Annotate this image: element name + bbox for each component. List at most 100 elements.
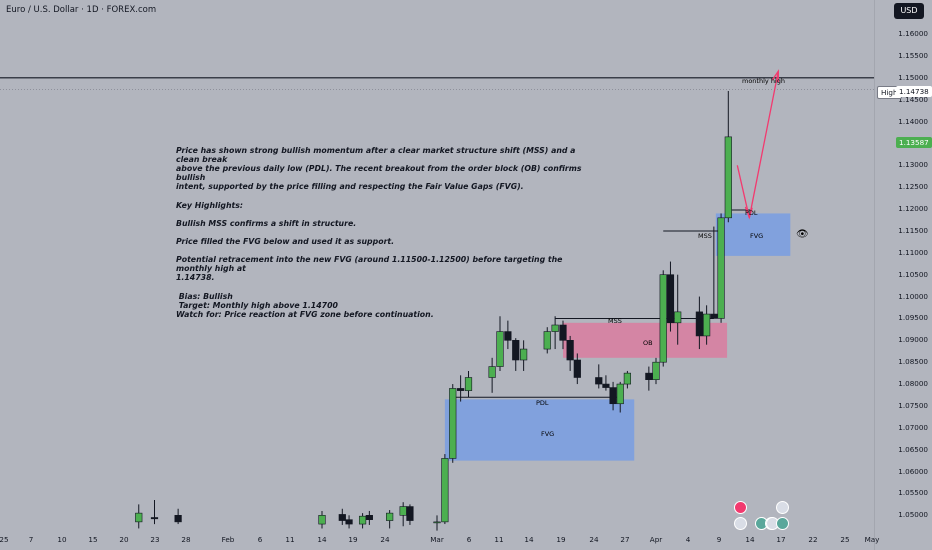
time-tick-label: 23 [150,535,160,544]
candle-body [496,331,504,367]
time-tick-label: 25 [0,535,9,544]
fvg-label-lower: FVG [541,430,555,438]
fvg-label-upper: FVG [750,232,764,240]
candle-body [512,340,520,361]
candle-body [488,366,496,378]
candle-body [703,313,711,337]
candle-body [666,274,675,324]
time-tick-label: 10 [57,535,67,544]
time-tick-label: 7 [28,535,34,544]
candle-body [399,506,407,516]
price-tick-label: 1.08000 [898,379,928,389]
time-tick-label: 20 [119,535,129,544]
price-tick-label: 1.15000 [898,72,928,82]
candle-body [520,348,528,361]
time-tick-label: 17 [776,535,786,544]
price-tick-label: 1.05500 [898,488,928,498]
projection-arrow [736,71,779,218]
price-tick-label: 1.15500 [898,50,928,60]
candle-body [645,372,653,380]
event-flag-icon[interactable] [776,501,789,514]
candle-body [504,331,512,341]
currency-button[interactable]: USD [894,3,924,19]
candle-body [623,372,631,385]
candle-body [559,324,567,341]
high-value-tag: 1.14738 [896,86,932,97]
price-tick-label: 1.14500 [898,94,928,104]
time-tick-label: 28 [181,535,191,544]
candle-body [358,515,367,525]
candle-body [174,515,182,523]
event-flash-icon[interactable] [734,501,747,514]
candle-body [433,521,441,524]
time-tick-label: Apr [649,535,663,544]
fvg-zone-lower [444,399,635,461]
time-tick-label: 24 [589,535,599,544]
candle-body [406,506,414,521]
price-tick-label: 1.12500 [898,182,928,192]
time-tick-label: May [864,535,880,544]
high-tag: High [877,86,902,99]
candle-body [659,274,667,363]
candle-body [318,515,326,525]
price-tick-label: 1.05000 [898,510,928,520]
time-tick-label: 22 [808,535,818,544]
candle-body [652,361,660,380]
price-tick-label: 1.10000 [898,291,928,301]
price-tick-label: 1.07500 [898,400,928,410]
time-tick-label: 11 [285,535,295,544]
candle-body [135,512,143,523]
time-tick-label: 9 [716,535,722,544]
price-tick-label: 1.09000 [898,335,928,345]
time-tick-label: Feb [221,535,235,544]
candle-body [150,517,159,520]
candle-body [441,458,449,523]
pdl-label-lower: PDL [536,399,549,407]
projection-arrowhead [771,69,779,83]
price-tick-label: 1.07000 [898,422,928,432]
time-tick-label: 15 [88,535,98,544]
event-marker-icon[interactable] [776,517,789,530]
symbol-title: Euro / U.S. Dollar · 1D · FOREX.com [6,5,157,15]
time-tick-label: 24 [380,535,390,544]
price-tick-label: 1.14000 [898,116,928,126]
time-tick-label: 27 [620,535,630,544]
eye-icon[interactable]: 👁 [796,229,809,240]
price-tick-label: 1.08500 [898,357,928,367]
mss-label-lower: MSS [608,317,622,325]
time-tick-label: 11 [494,535,504,544]
time-tick-label: 6 [257,535,263,544]
candle-body [566,340,574,361]
price-tick-label: 1.06500 [898,444,928,454]
event-flag-icon[interactable] [734,517,747,530]
last-price-tag: 1.13587 [896,137,932,148]
candle-body [717,217,725,319]
candle-body [338,514,346,521]
price-tick-label: 1.06000 [898,466,928,476]
pdl-label-upper: PDL [745,209,758,217]
monthly-high-label: monthly high [742,77,785,85]
price-tick-label: 1.16000 [898,29,928,39]
candle-body [595,377,603,385]
analysis-note: Price has shown strong bullish momentum … [176,146,582,319]
candle-body [449,388,457,459]
time-tick-label: 19 [556,535,566,544]
candle-body [457,388,465,391]
time-tick-label: Mar [430,535,444,544]
price-tick-label: 1.11500 [898,225,928,235]
time-tick-label: 19 [348,535,358,544]
candle-body [345,519,353,525]
candle-body [551,324,559,332]
time-tick-label: 14 [317,535,327,544]
retrace-arrowhead [744,206,753,220]
mss-label-upper: MSS [698,232,712,240]
candle-body [616,383,624,405]
time-tick-label: 14 [524,535,534,544]
price-tick-label: 1.12000 [898,204,928,214]
candle-body [724,136,732,219]
time-tick-label: 6 [466,535,472,544]
candle-body [386,512,394,521]
candle-body [573,359,581,378]
candle-body [710,313,718,319]
